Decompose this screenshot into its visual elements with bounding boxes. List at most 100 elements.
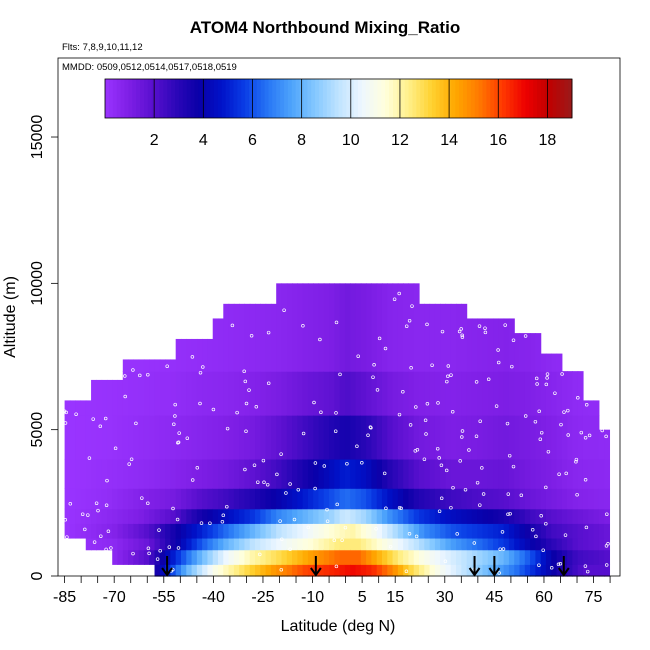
heatmap-cell [228, 508, 235, 524]
heatmap-cell [64, 458, 71, 489]
heatmap-cell [366, 488, 372, 510]
heatmap-cell [582, 564, 589, 577]
colorbar-swatch [175, 79, 180, 118]
heatmap-cell [456, 523, 462, 539]
heatmap-cell [366, 283, 372, 372]
heatmap-cell [207, 338, 214, 372]
heatmap-cell [212, 488, 219, 510]
heatmap-cell [302, 283, 309, 372]
heatmap-cell [202, 523, 209, 539]
heatmap-cell [450, 415, 457, 460]
heatmap-cell [376, 283, 383, 372]
sample-point [80, 512, 85, 516]
heatmap-cell [440, 303, 447, 372]
colorbar-swatch [392, 79, 398, 118]
heatmap-cell [371, 549, 378, 565]
sample-point [449, 505, 453, 510]
heatmap-cell [255, 303, 261, 372]
sample-point [423, 418, 428, 423]
heatmap-cell [297, 371, 304, 416]
heatmap-cell [350, 549, 357, 565]
heatmap-cell [466, 458, 473, 489]
heatmap-cell [101, 379, 108, 416]
sample-point [585, 569, 590, 574]
sample-point [530, 528, 535, 532]
heatmap-cell [270, 415, 277, 460]
heatmap-cell [493, 318, 499, 372]
sample-point [127, 462, 131, 466]
sample-point [368, 425, 373, 429]
heatmap-cell [91, 523, 97, 539]
sample-point [158, 548, 162, 553]
heatmap-cell [186, 458, 193, 489]
heatmap-cell [604, 508, 611, 524]
heatmap-cell [403, 549, 410, 565]
heatmap-cell [112, 537, 119, 551]
heatmap-cell [228, 523, 235, 539]
sample-point [171, 506, 175, 511]
heatmap-cell [424, 549, 431, 565]
heatmap-cell [408, 488, 415, 510]
heatmap-cell [154, 508, 161, 524]
heatmap-cell [445, 537, 452, 551]
sample-point [478, 419, 482, 423]
sample-point [497, 571, 501, 575]
sample-point [279, 452, 283, 456]
sample-point [508, 511, 512, 516]
heatmap-cell [477, 508, 484, 524]
sample-point [123, 374, 127, 378]
heatmap-cell [128, 371, 134, 416]
colorbar-swatch [330, 79, 336, 118]
heatmap-cell [96, 458, 103, 489]
heatmap-cell [577, 564, 584, 577]
heatmap-cell [281, 283, 288, 372]
heatmap-cell [524, 371, 531, 416]
heatmap-cell [482, 508, 489, 524]
heatmap-cell [397, 415, 404, 460]
heatmap-cell [122, 415, 129, 460]
colorbar-swatch [389, 79, 394, 118]
sample-point [282, 308, 286, 312]
heatmap-cell [561, 537, 568, 551]
sample-point [409, 366, 413, 370]
heatmap-cell [122, 488, 129, 510]
x-tick-label: 60 [535, 589, 553, 606]
colorbar-swatch [513, 79, 519, 118]
heatmap-cell [154, 458, 161, 489]
heatmap-cell [530, 371, 536, 416]
heatmap-cell [413, 488, 420, 510]
heatmap-cell [413, 508, 420, 524]
heatmap-cell [450, 488, 457, 510]
heatmap-cell [456, 458, 462, 489]
heatmap-cell [344, 458, 351, 489]
heatmap-cell [180, 371, 187, 416]
heatmap-cell [281, 488, 288, 510]
sample-point [430, 363, 434, 367]
heatmap-cell [96, 488, 103, 510]
heatmap-cell [276, 371, 283, 416]
heatmap-cell [344, 488, 351, 510]
sample-point [172, 422, 176, 427]
sample-point [325, 519, 330, 523]
heatmap-cell [429, 488, 436, 510]
heatmap-cell [551, 508, 558, 524]
heatmap-cell [381, 537, 388, 551]
colorbar-swatch [494, 79, 499, 118]
heatmap-cell [344, 371, 351, 416]
heatmap-cell [191, 371, 198, 416]
heatmap-cell [223, 523, 230, 539]
sample-point [564, 471, 568, 476]
colorbar-swatch [178, 79, 184, 118]
heatmap-cell [567, 549, 573, 565]
colorbar-swatch [404, 79, 410, 118]
heatmap-cell [180, 338, 187, 372]
colorbar-swatch [108, 79, 114, 118]
heatmap-cell [567, 537, 573, 551]
colorbar-swatch [408, 79, 413, 118]
heatmap-cell [545, 549, 552, 565]
heatmap-cell [567, 415, 573, 460]
heatmap-cell [392, 415, 399, 460]
sample-point [576, 396, 580, 400]
flight-arrow [468, 556, 481, 577]
heatmap-cell [239, 303, 246, 372]
